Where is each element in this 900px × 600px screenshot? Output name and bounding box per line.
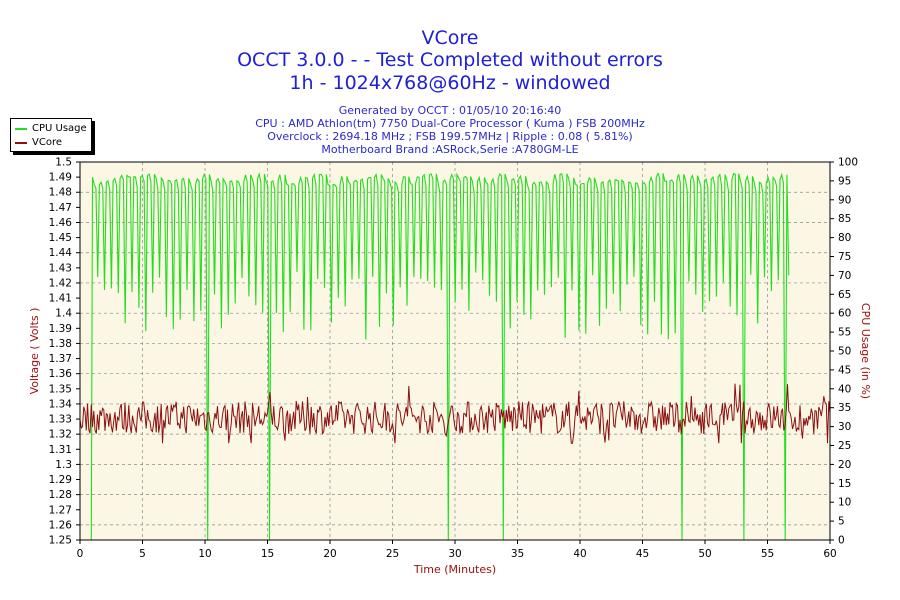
x-tick-label: 60: [823, 548, 836, 560]
y2-tick-label: 45: [838, 364, 851, 376]
y-tick-label: 1.4: [55, 308, 72, 320]
legend-item-vcore: VCore: [15, 136, 62, 149]
legend-label-vcore: VCore: [32, 137, 62, 148]
y-axis-label: Voltage ( Volts ): [28, 308, 41, 395]
y2-tick-label: 40: [838, 383, 851, 395]
y-tick-label: 1.49: [49, 172, 72, 184]
legend-item-cpu-usage: CPU Usage: [15, 122, 87, 135]
y2-tick-label: 10: [838, 497, 851, 509]
y-tick-label: 1.29: [49, 474, 72, 486]
legend-swatch-vcore: [15, 141, 27, 144]
y-tick-label: 1.46: [49, 217, 73, 229]
x-tick-label: 0: [77, 548, 84, 560]
x-tick-label: 45: [636, 548, 649, 560]
legend-label-cpu-usage: CPU Usage: [32, 123, 87, 134]
y-tick-label: 1.25: [49, 535, 72, 547]
y2-tick-label: 25: [838, 440, 851, 452]
chart-legend: CPU Usage VCore: [10, 118, 92, 152]
y-tick-label: 1.28: [49, 489, 72, 501]
y2-tick-label: 60: [838, 308, 851, 320]
y-tick-label: 1.5: [55, 157, 72, 169]
vcore-line: [79, 383, 831, 444]
y2-tick-label: 50: [838, 346, 851, 358]
y2-tick-label: 95: [838, 175, 851, 187]
info-motherboard: Motherboard Brand :ASRock,Serie :A780GM-…: [321, 143, 579, 156]
info-overclock: Overclock : 2694.18 MHz ; FSB 199.57MHz …: [267, 130, 633, 143]
y2-tick-label: 35: [838, 402, 851, 414]
info-generated: Generated by OCCT : 01/05/10 20:16:40: [338, 104, 562, 117]
x-tick-label: 5: [139, 548, 146, 560]
y-tick-label: 1.27: [49, 504, 72, 516]
y2-tick-label: 30: [838, 421, 851, 433]
y2-axis-label: CPU Usage (in %): [859, 303, 872, 399]
chart-subtitle-resolution: 1h - 1024x768@60Hz - windowed: [289, 72, 611, 94]
chart-title: VCore: [421, 27, 479, 49]
x-tick-label: 20: [323, 548, 336, 560]
y2-tick-label: 80: [838, 232, 851, 244]
y2-tick-label: 70: [838, 270, 851, 282]
chart-subtitle-test: OCCT 3.0.0 - - Test Completed without er…: [237, 49, 663, 71]
y-tick-label: 1.34: [49, 398, 73, 410]
y-tick-label: 1.38: [49, 338, 72, 350]
legend-swatch-cpu-usage: [15, 127, 27, 130]
y-tick-label: 1.39: [49, 323, 72, 335]
y2-tick-label: 0: [838, 535, 845, 547]
y-tick-label: 1.35: [49, 383, 72, 395]
x-tick-label: 40: [573, 548, 586, 560]
x-axis-label: Time (Minutes): [413, 563, 496, 576]
y-tick-label: 1.26: [49, 519, 73, 531]
x-tick-label: 30: [448, 548, 461, 560]
x-tick-label: 55: [761, 548, 774, 560]
y2-tick-label: 75: [838, 251, 851, 263]
x-tick-label: 35: [511, 548, 524, 560]
y-tick-label: 1.43: [49, 262, 72, 274]
y2-tick-label: 100: [838, 157, 858, 169]
y-tick-label: 1.36: [49, 368, 73, 380]
y2-tick-label: 85: [838, 213, 851, 225]
y-tick-label: 1.31: [49, 444, 72, 456]
y2-tick-label: 20: [838, 459, 851, 471]
y-tick-label: 1.44: [49, 247, 73, 259]
y-tick-label: 1.45: [49, 232, 72, 244]
x-tick-label: 10: [198, 548, 211, 560]
y2-tick-label: 15: [838, 478, 851, 490]
x-tick-label: 50: [698, 548, 711, 560]
info-cpu: CPU : AMD Athlon(tm) 7750 Dual-Core Proc…: [255, 117, 645, 130]
cpu-usage-line: [80, 171, 790, 541]
y-tick-label: 1.3: [55, 459, 72, 471]
y-tick-label: 1.41: [49, 293, 72, 305]
y-tick-label: 1.33: [49, 414, 72, 426]
y-tick-label: 1.47: [49, 202, 72, 214]
y-tick-label: 1.32: [49, 429, 72, 441]
y2-tick-label: 65: [838, 289, 851, 301]
y-tick-label: 1.48: [49, 187, 72, 199]
y2-tick-label: 55: [838, 327, 851, 339]
y-tick-label: 1.42: [49, 277, 72, 289]
x-tick-label: 15: [261, 548, 274, 560]
x-tick-label: 25: [386, 548, 399, 560]
y-tick-label: 1.37: [49, 353, 72, 365]
y2-tick-label: 5: [838, 516, 845, 528]
y2-tick-label: 90: [838, 194, 851, 206]
